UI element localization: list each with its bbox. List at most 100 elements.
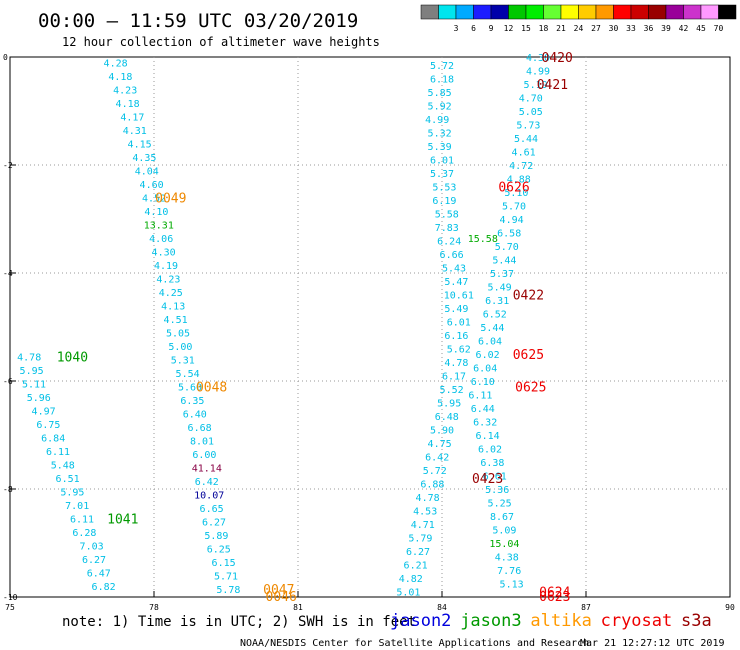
wave-height-value: 4.75	[428, 439, 452, 450]
wave-height-value: 6.52	[483, 310, 507, 321]
wave-height-value: 5.58	[435, 210, 459, 221]
wave-height-value: 7.01	[65, 501, 89, 512]
wave-height-value: 5.70	[502, 202, 526, 213]
satellite-jason2: jason2	[390, 611, 451, 631]
wave-height-value: 4.71	[411, 520, 435, 531]
wave-height-value: 4.10	[144, 207, 168, 218]
colorbar-tick-label: 45	[696, 24, 706, 33]
colorbar-tick-label: 70	[714, 24, 724, 33]
wave-height-value: 4.99	[526, 67, 550, 78]
wave-height-value: 6.51	[56, 474, 80, 485]
wave-height-value: 41.14	[192, 463, 222, 474]
wave-height-value: 6.24	[437, 237, 461, 248]
satellite-cryosat: cryosat	[601, 611, 673, 631]
colorbar-swatch	[613, 4, 632, 20]
wave-height-value: 4.94	[500, 215, 524, 226]
wave-height-value: 4.78	[444, 358, 468, 369]
wave-height-value: 4.31	[123, 126, 147, 137]
wave-height-value: 6.47	[87, 569, 111, 580]
y-tick-label: -6	[3, 377, 13, 386]
wave-height-value: 5.78	[216, 585, 240, 596]
wave-height-value: 6.44	[471, 404, 495, 415]
colorbar-swatch	[420, 4, 439, 20]
wave-height-value: 10.61	[444, 291, 474, 302]
wave-height-value: 6.27	[406, 547, 430, 558]
wave-height-value: 5.95	[437, 399, 461, 410]
wave-height-value: 6.14	[476, 431, 500, 442]
satellite-jason3: jason3	[460, 611, 521, 631]
wave-height-value: 6.11	[70, 515, 94, 526]
map-subtitle: 12 hour collection of altimeter wave hei…	[62, 35, 380, 49]
wave-height-value: 5.79	[408, 534, 432, 545]
wave-height-value: 5.96	[27, 393, 51, 404]
wave-height-value: 4.38	[495, 553, 519, 564]
wave-height-value: 5.95	[20, 366, 44, 377]
wave-height-value: 4.23	[113, 85, 137, 96]
wave-height-value: 5.73	[516, 121, 540, 132]
pass-time-label: 0626	[498, 181, 529, 196]
wave-height-value: 4.18	[108, 72, 132, 83]
wave-height-value: 4.72	[509, 161, 533, 172]
wave-height-value: 5.11	[22, 380, 46, 391]
wave-height-value: 6.84	[41, 434, 65, 445]
wave-height-value: 5.85	[428, 88, 452, 99]
wave-height-value: 4.15	[128, 139, 152, 150]
wave-height-value: 5.36	[485, 485, 509, 496]
wave-height-value: 6.61	[483, 472, 507, 483]
wave-height-value: 6.35	[180, 396, 204, 407]
wave-height-value: 4.70	[519, 94, 543, 105]
wave-height-value: 5.44	[480, 323, 504, 334]
pass-time-label: 0420	[542, 51, 573, 66]
wave-height-value: 6.02	[476, 350, 500, 361]
wave-height-value: 7.83	[435, 223, 459, 234]
wave-height-value: 6.66	[440, 250, 464, 261]
wave-height-value: 5.60	[178, 382, 202, 393]
wave-height-value: 5.54	[176, 369, 200, 380]
colorbar-swatch	[648, 4, 667, 20]
wave-height-value: 5.52	[440, 385, 464, 396]
colorbar-tick-label: 30	[609, 24, 619, 33]
colorbar-swatch	[543, 4, 562, 20]
y-tick-label: -4	[3, 269, 13, 278]
wave-height-value: 5.25	[488, 499, 512, 510]
wave-height-value: 4.78	[17, 353, 41, 364]
pass-time-label: 0625	[515, 380, 546, 395]
wave-height-value: 5.37	[490, 269, 514, 280]
plot-border	[9, 56, 731, 598]
wave-height-value: 6.16	[444, 331, 468, 342]
wave-height-value: 6.11	[46, 447, 70, 458]
wave-height-value: 5.10	[504, 188, 528, 199]
colorbar-tick-label: 3	[454, 24, 459, 33]
colorbar-tick-label: 15	[521, 24, 531, 33]
wave-height-value: 4.25	[159, 288, 183, 299]
wave-height-value: 4.60	[140, 180, 164, 191]
wave-height-value: 5.39	[428, 142, 452, 153]
wave-height-value: 6.04	[473, 364, 497, 375]
colorbar-tick-label: 39	[661, 24, 671, 33]
wave-height-value: 6.01	[430, 156, 454, 167]
wave-height-value: 6.38	[480, 458, 504, 469]
plot-frame	[9, 56, 731, 598]
colorbar-swatch	[718, 4, 737, 20]
wave-height-value: 5.44	[514, 134, 538, 145]
wave-height-value: 5.89	[204, 531, 228, 542]
wave-height-value: 5.90	[430, 426, 454, 437]
wave-height-value: 4.13	[161, 301, 185, 312]
wave-height-value: 7.03	[80, 542, 104, 553]
colorbar-swatch	[508, 4, 527, 20]
wave-height-value: 4.99	[425, 115, 449, 126]
wave-height-value: 6.75	[36, 420, 60, 431]
colorbar-tick-label: 18	[539, 24, 549, 33]
wave-height-value: 5.48	[51, 461, 75, 472]
colorbar-swatch	[473, 4, 492, 20]
colorbar-swatch	[630, 4, 649, 20]
wave-height-value: 4.18	[116, 99, 140, 110]
pass-time-label: 0624	[539, 586, 570, 601]
wave-height-value: 15.04	[489, 539, 519, 550]
wave-height-value: 6.10	[471, 377, 495, 388]
wave-height-value: 6.31	[485, 296, 509, 307]
pass-time-label: 0048	[196, 380, 227, 395]
wave-height-value: 6.19	[432, 196, 456, 207]
wave-height-value: 6.82	[92, 582, 116, 593]
colorbar-tick-label: 36	[644, 24, 654, 33]
